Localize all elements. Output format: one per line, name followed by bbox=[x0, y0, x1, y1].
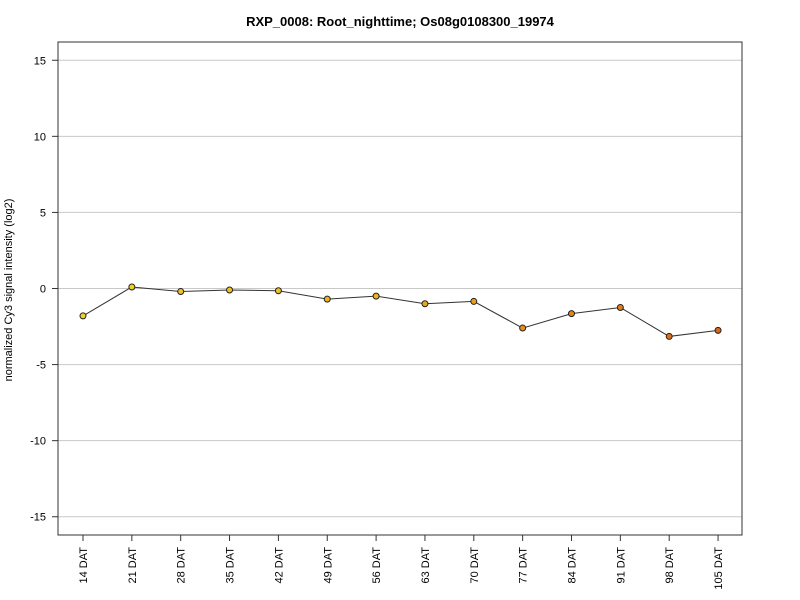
x-tick-label: 56 DAT bbox=[371, 547, 383, 584]
chart-title: RXP_0008: Root_nighttime; Os08g0108300_1… bbox=[246, 14, 555, 29]
x-tick-label: 49 DAT bbox=[322, 547, 334, 584]
x-tick-label: 28 DAT bbox=[176, 547, 188, 584]
x-tick-label: 14 DAT bbox=[78, 547, 90, 584]
series-line bbox=[82, 286, 719, 337]
plot-frame bbox=[57, 41, 743, 536]
y-tick-label: 10 bbox=[34, 131, 46, 143]
data-point bbox=[519, 324, 527, 332]
y-tick-label: -5 bbox=[36, 360, 46, 372]
y-axis-label: normalized Cy3 signal intensity (log2) bbox=[3, 199, 15, 382]
data-point bbox=[421, 300, 429, 308]
data-point bbox=[323, 295, 331, 303]
x-tick-label: 70 DAT bbox=[469, 547, 481, 584]
data-point bbox=[714, 326, 722, 334]
x-tick-label: 84 DAT bbox=[567, 547, 579, 584]
data-point bbox=[79, 312, 87, 320]
x-tick-label: 35 DAT bbox=[225, 547, 237, 584]
data-point bbox=[568, 310, 575, 318]
series-layer bbox=[79, 283, 722, 340]
y-tick-label: -10 bbox=[30, 436, 46, 448]
y-tick-label: -15 bbox=[30, 512, 46, 524]
data-point bbox=[470, 297, 478, 305]
data-point bbox=[372, 292, 380, 300]
axis-layer: -15 -10 -5 0 5 10 15 14 DAT 21 DAT 28 DAT 35 DAT 42… bbox=[30, 55, 725, 589]
grid-layer bbox=[58, 59, 742, 518]
data-point bbox=[128, 283, 136, 291]
x-tick-label: 21 DAT bbox=[127, 547, 139, 584]
x-tick-label: 98 DAT bbox=[664, 547, 676, 584]
x-tick-label: 105 DAT bbox=[713, 547, 725, 590]
y-tick-label: 5 bbox=[40, 207, 46, 219]
data-point bbox=[226, 286, 234, 294]
y-tick-label: 0 bbox=[40, 284, 46, 296]
x-tick-label: 63 DAT bbox=[420, 547, 432, 584]
x-tick-label: 77 DAT bbox=[518, 547, 530, 584]
data-point bbox=[665, 332, 673, 340]
data-point bbox=[616, 304, 624, 312]
x-tick-label: 42 DAT bbox=[273, 547, 285, 584]
x-tick-label: 91 DAT bbox=[615, 547, 627, 584]
y-tick-label: 15 bbox=[34, 55, 46, 67]
data-point bbox=[177, 288, 185, 296]
data-point bbox=[274, 287, 282, 295]
